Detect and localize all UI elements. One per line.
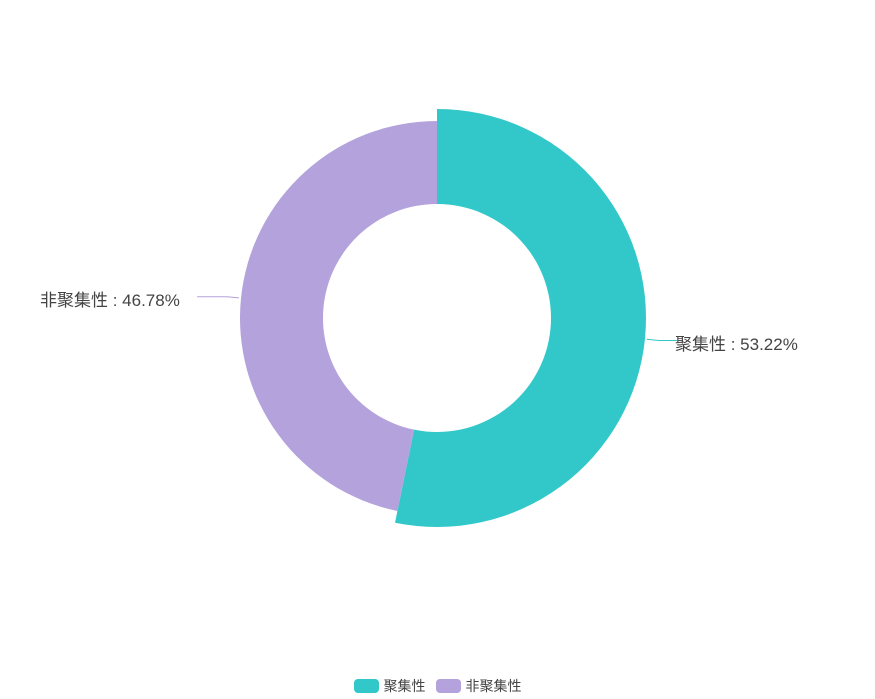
legend-item-non-cluster[interactable]: 非聚集性: [435, 676, 522, 696]
label-cluster: 聚集性 : 53.22%: [675, 335, 798, 354]
leader-line-slice-non-cluster: [197, 296, 240, 299]
label-non-cluster: 非聚集性 : 46.78%: [40, 291, 180, 310]
legend-item-cluster[interactable]: 聚集性: [353, 676, 426, 696]
slice-cluster[interactable]: [395, 109, 646, 527]
legend-swatch-non-cluster: [435, 679, 461, 693]
leader-line-slice-cluster: [646, 338, 677, 342]
legend-label-cluster: 聚集性: [383, 678, 426, 694]
legend-swatch-cluster: [353, 679, 379, 693]
legend-label-non-cluster: 非聚集性: [465, 678, 522, 694]
slice-non-cluster[interactable]: [239, 121, 437, 511]
legend: 聚集性 非聚集性: [0, 676, 875, 696]
